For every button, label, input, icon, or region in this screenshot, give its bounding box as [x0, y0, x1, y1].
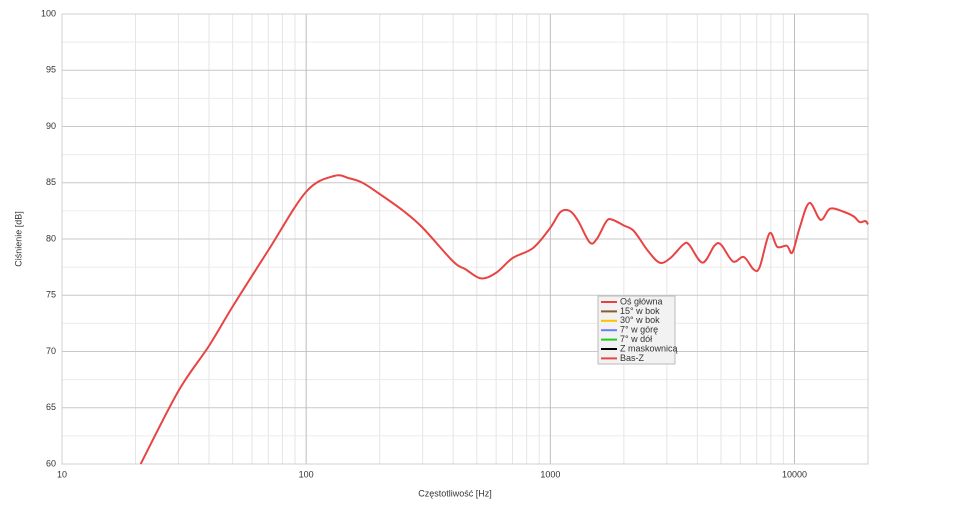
- legend-label: Z maskownicą: [620, 343, 678, 353]
- x-tick-label: 10000: [782, 469, 807, 479]
- y-tick-label: 95: [46, 65, 56, 75]
- data-line: [139, 174, 869, 465]
- legend-label: 30° w bok: [620, 315, 660, 325]
- plot-frame: [61, 13, 869, 465]
- legend-label: 15° w bok: [620, 306, 660, 316]
- x-tick-label: 1000: [540, 469, 560, 479]
- y-tick-label: 80: [46, 233, 56, 243]
- y-tick-label: 60: [46, 458, 56, 468]
- y-tick-label: 65: [46, 402, 56, 412]
- y-tick-label: 75: [46, 290, 56, 300]
- x-tick-label: 10: [57, 469, 67, 479]
- y-tick-label: 90: [46, 121, 56, 131]
- legend-label: Bas-Z: [620, 353, 645, 363]
- x-tick-label: 100: [299, 469, 314, 479]
- x-axis-label: Częstotliwość [Hz]: [418, 488, 492, 498]
- grid: [61, 13, 868, 465]
- y-tick-label: 70: [46, 346, 56, 356]
- legend-label: 7° w górę: [620, 325, 658, 335]
- y-tick-label: 85: [46, 177, 56, 187]
- y-tick-label: 100: [41, 8, 56, 18]
- legend-label: Oś główna: [620, 296, 663, 306]
- legend-label: 7° w dół: [620, 334, 652, 344]
- y-axis-label: Ciśnienie [dB]: [13, 211, 23, 267]
